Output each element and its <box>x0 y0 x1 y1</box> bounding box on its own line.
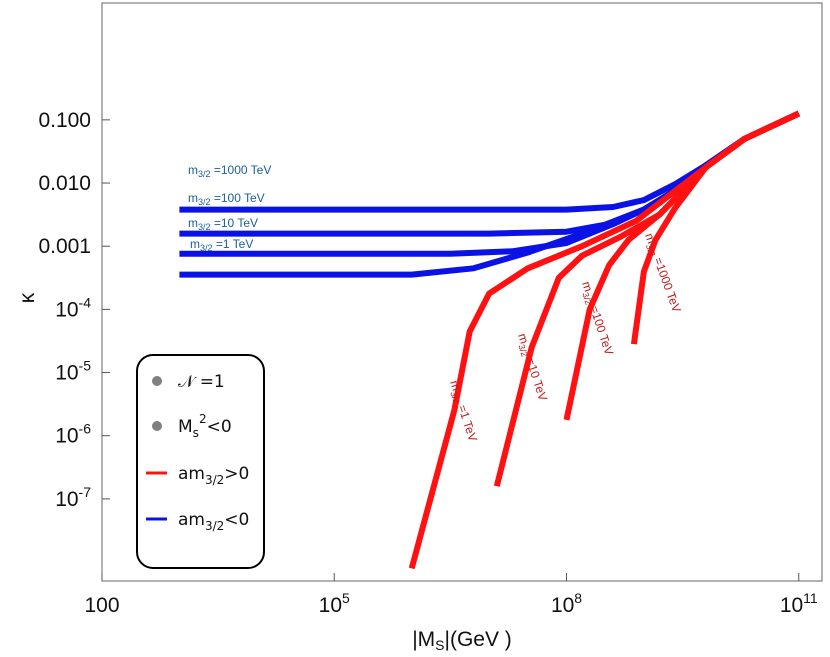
red-series-line <box>563 110 801 421</box>
y-tick-label: 10-6 <box>55 421 91 448</box>
blue-series-label: m3/2 =1000 TeV <box>188 163 271 179</box>
y-tick-label: 10-4 <box>55 294 91 321</box>
series-layer <box>179 110 801 570</box>
y-tick-label: 10-7 <box>55 484 91 511</box>
blue-series-label: m3/2 =10 TeV <box>188 216 258 232</box>
red-series-line <box>408 110 801 570</box>
legend-entry-text: am3/2<0 <box>178 510 249 533</box>
y-tick-label: 0.010 <box>38 172 91 195</box>
x-tick-label: 108 <box>551 590 582 617</box>
legend-entry-text: 𝒩 =1 <box>178 372 225 392</box>
legend-dot-marker <box>152 376 162 386</box>
blue-series-label: m3/2 =1 TeV <box>190 237 253 253</box>
plot-frame <box>101 2 823 582</box>
blue-series-line <box>179 110 801 213</box>
y-tick-label: 10-5 <box>55 358 91 385</box>
legend-entry-text: am3/2>0 <box>178 464 249 487</box>
red-series-label: m3/2 =1000 TeV <box>640 231 684 315</box>
y-tick-label: 0.100 <box>38 109 91 132</box>
blue-series-label: m3/2 =100 TeV <box>188 191 265 207</box>
x-tick-label: 1011 <box>780 590 818 617</box>
y-axis-title: κ <box>16 292 39 303</box>
x-axis-title: |MS|(GeV ) <box>412 628 512 653</box>
legend-box <box>136 354 265 569</box>
legend-entry-text: Ms2<0 <box>178 412 232 440</box>
x-tick-label: 105 <box>319 590 350 617</box>
legend-dot-marker <box>152 421 162 431</box>
axis-titles: |MS|(GeV ) κ <box>16 292 512 653</box>
axis-ticks: 100 105 108 1011 0.100 0.010 0.001 10-4 10-5 10-6… <box>38 109 817 617</box>
red-series-line <box>630 110 801 345</box>
x-tick-label: 100 <box>84 594 119 617</box>
y-tick-label: 0.001 <box>38 235 91 258</box>
legend: 𝒩 =1 Ms2<0 am3/2>0 am3/2<0 <box>136 354 265 569</box>
red-series-line <box>493 110 801 487</box>
blue-series-line <box>179 110 801 237</box>
